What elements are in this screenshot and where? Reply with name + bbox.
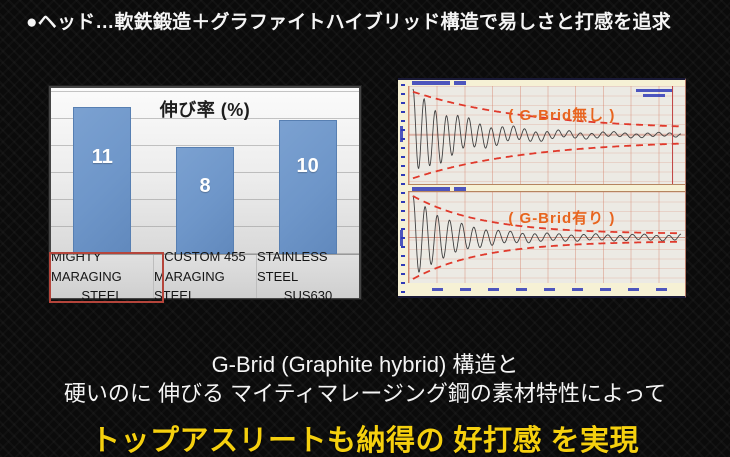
y-axis-tick <box>401 129 405 131</box>
envelope-lower <box>412 240 682 280</box>
y-axis-tick <box>401 93 405 95</box>
y-axis-tick <box>401 183 405 185</box>
footer-line2: 硬いのに 伸びる マイティマレージング鋼の素材特性によって <box>63 381 667 407</box>
graph-no-gbrid: ( G-Brid無し ) <box>408 86 685 184</box>
micro-text <box>412 187 450 191</box>
graph-label-no-gbrid: ( G-Brid無し ) <box>508 106 616 124</box>
graph-with-gbrid: ( G-Brid有り ) <box>408 192 685 283</box>
graph-label-with-gbrid: ( G-Brid有り ) <box>508 209 616 227</box>
y-axis-tick <box>401 156 405 158</box>
envelope-lower <box>412 142 682 180</box>
footer: G-Brid (Graphite hybrid) 構造と 硬いのに 伸びる マイ… <box>0 350 730 457</box>
y-axis-tick <box>401 246 405 248</box>
footer-line1: G-Brid (Graphite hybrid) 構造と <box>211 352 519 377</box>
x-axis-strip <box>408 283 685 296</box>
y-axis-tick <box>401 273 405 275</box>
wave-line <box>412 88 682 170</box>
micro-text <box>636 89 673 92</box>
y-axis-tick <box>401 219 405 221</box>
bar-1: 8 <box>176 147 234 254</box>
graph-divider <box>408 184 685 192</box>
y-axis-title <box>400 126 403 142</box>
x-axis-tick <box>600 288 611 291</box>
header-text: ●ヘッド…軟鉄鍛造＋グラファイトハイブリッド構造で易しさと打感を追求 <box>26 12 671 33</box>
category-label-strip: MIGHTY MARAGING STEEL CUSTOM 455 MARAGING S… <box>51 249 359 303</box>
bar-slot: 11 <box>51 88 154 254</box>
bar-slot: 8 <box>154 88 257 254</box>
y-axis-tick <box>401 210 405 212</box>
micro-text <box>643 94 665 97</box>
bar-value-label: 11 <box>91 145 113 168</box>
x-axis-tick <box>488 288 499 291</box>
category-line: STEEL <box>81 288 123 304</box>
y-axis-tick <box>401 111 405 113</box>
y-axis-tick <box>401 282 405 284</box>
x-axis-tick <box>516 288 527 291</box>
bar-chart-panel: 11 8 10 伸び率 (%) MIGHTY MARAGING STEEL CUSTOM… <box>49 86 361 303</box>
panel-top-strip <box>408 80 685 86</box>
footer-highlight: トップアスリートも納得の 好打感 を実現 <box>90 425 640 457</box>
envelope-upper <box>412 195 682 235</box>
y-axis-tick <box>401 228 405 230</box>
y-axis-tick <box>401 120 405 122</box>
wave-line <box>412 195 682 273</box>
y-axis-tick <box>401 255 405 257</box>
micro-text <box>454 81 466 85</box>
waveform-svg <box>409 195 685 280</box>
highlighted-category-box <box>49 252 164 303</box>
y-axis-tick <box>401 264 405 266</box>
bars-container: 11 8 10 <box>51 88 359 254</box>
category-label-2: STAINLESS STEEL SUS630 <box>256 249 359 303</box>
category-line: MARAGING STEEL <box>154 268 225 304</box>
x-axis-tick <box>460 288 471 291</box>
y-axis-tick <box>401 84 405 86</box>
category-label-1: CUSTOM 455 MARAGING STEEL <box>153 249 256 303</box>
category-line: STAINLESS STEEL <box>257 249 328 284</box>
bar-2: 10 <box>278 120 337 254</box>
bar-chart-title: 伸び率 (%) <box>159 100 251 120</box>
y-axis-tick <box>401 147 405 149</box>
category-label-0: MIGHTY MARAGING STEEL <box>51 249 153 303</box>
x-axis-tick <box>656 288 667 291</box>
y-axis-tick <box>401 237 405 239</box>
y-axis-title <box>400 230 403 246</box>
bar-slot: 10 <box>256 88 359 254</box>
category-line: CUSTOM 455 <box>164 249 246 265</box>
waveform-panel: ( G-Brid無し ) ( G-Brid有り ) <box>398 78 686 298</box>
y-axis-tick <box>401 174 405 176</box>
x-axis-tick <box>544 288 555 291</box>
x-axis-tick <box>572 288 583 291</box>
y-axis-tick <box>401 138 405 140</box>
y-axis-tick <box>401 192 405 194</box>
y-axis-tick <box>401 102 405 104</box>
bar-chart-plot: 11 8 10 伸び率 (%) <box>51 88 359 254</box>
y-axis-tick <box>401 165 405 167</box>
bar-value-label: 8 <box>199 175 211 198</box>
x-axis-tick <box>628 288 639 291</box>
x-axis-tick <box>432 288 443 291</box>
bar-value-label: 10 <box>296 155 319 178</box>
category-line: SUS630 <box>283 288 333 304</box>
envelope-upper <box>412 90 682 128</box>
waveform-svg <box>409 86 685 184</box>
micro-text <box>412 81 450 85</box>
y-axis-strip <box>398 80 408 296</box>
bar-0: 11 <box>73 107 132 254</box>
y-axis-tick <box>401 201 405 203</box>
y-axis-tick <box>401 291 405 293</box>
micro-text <box>454 187 466 191</box>
